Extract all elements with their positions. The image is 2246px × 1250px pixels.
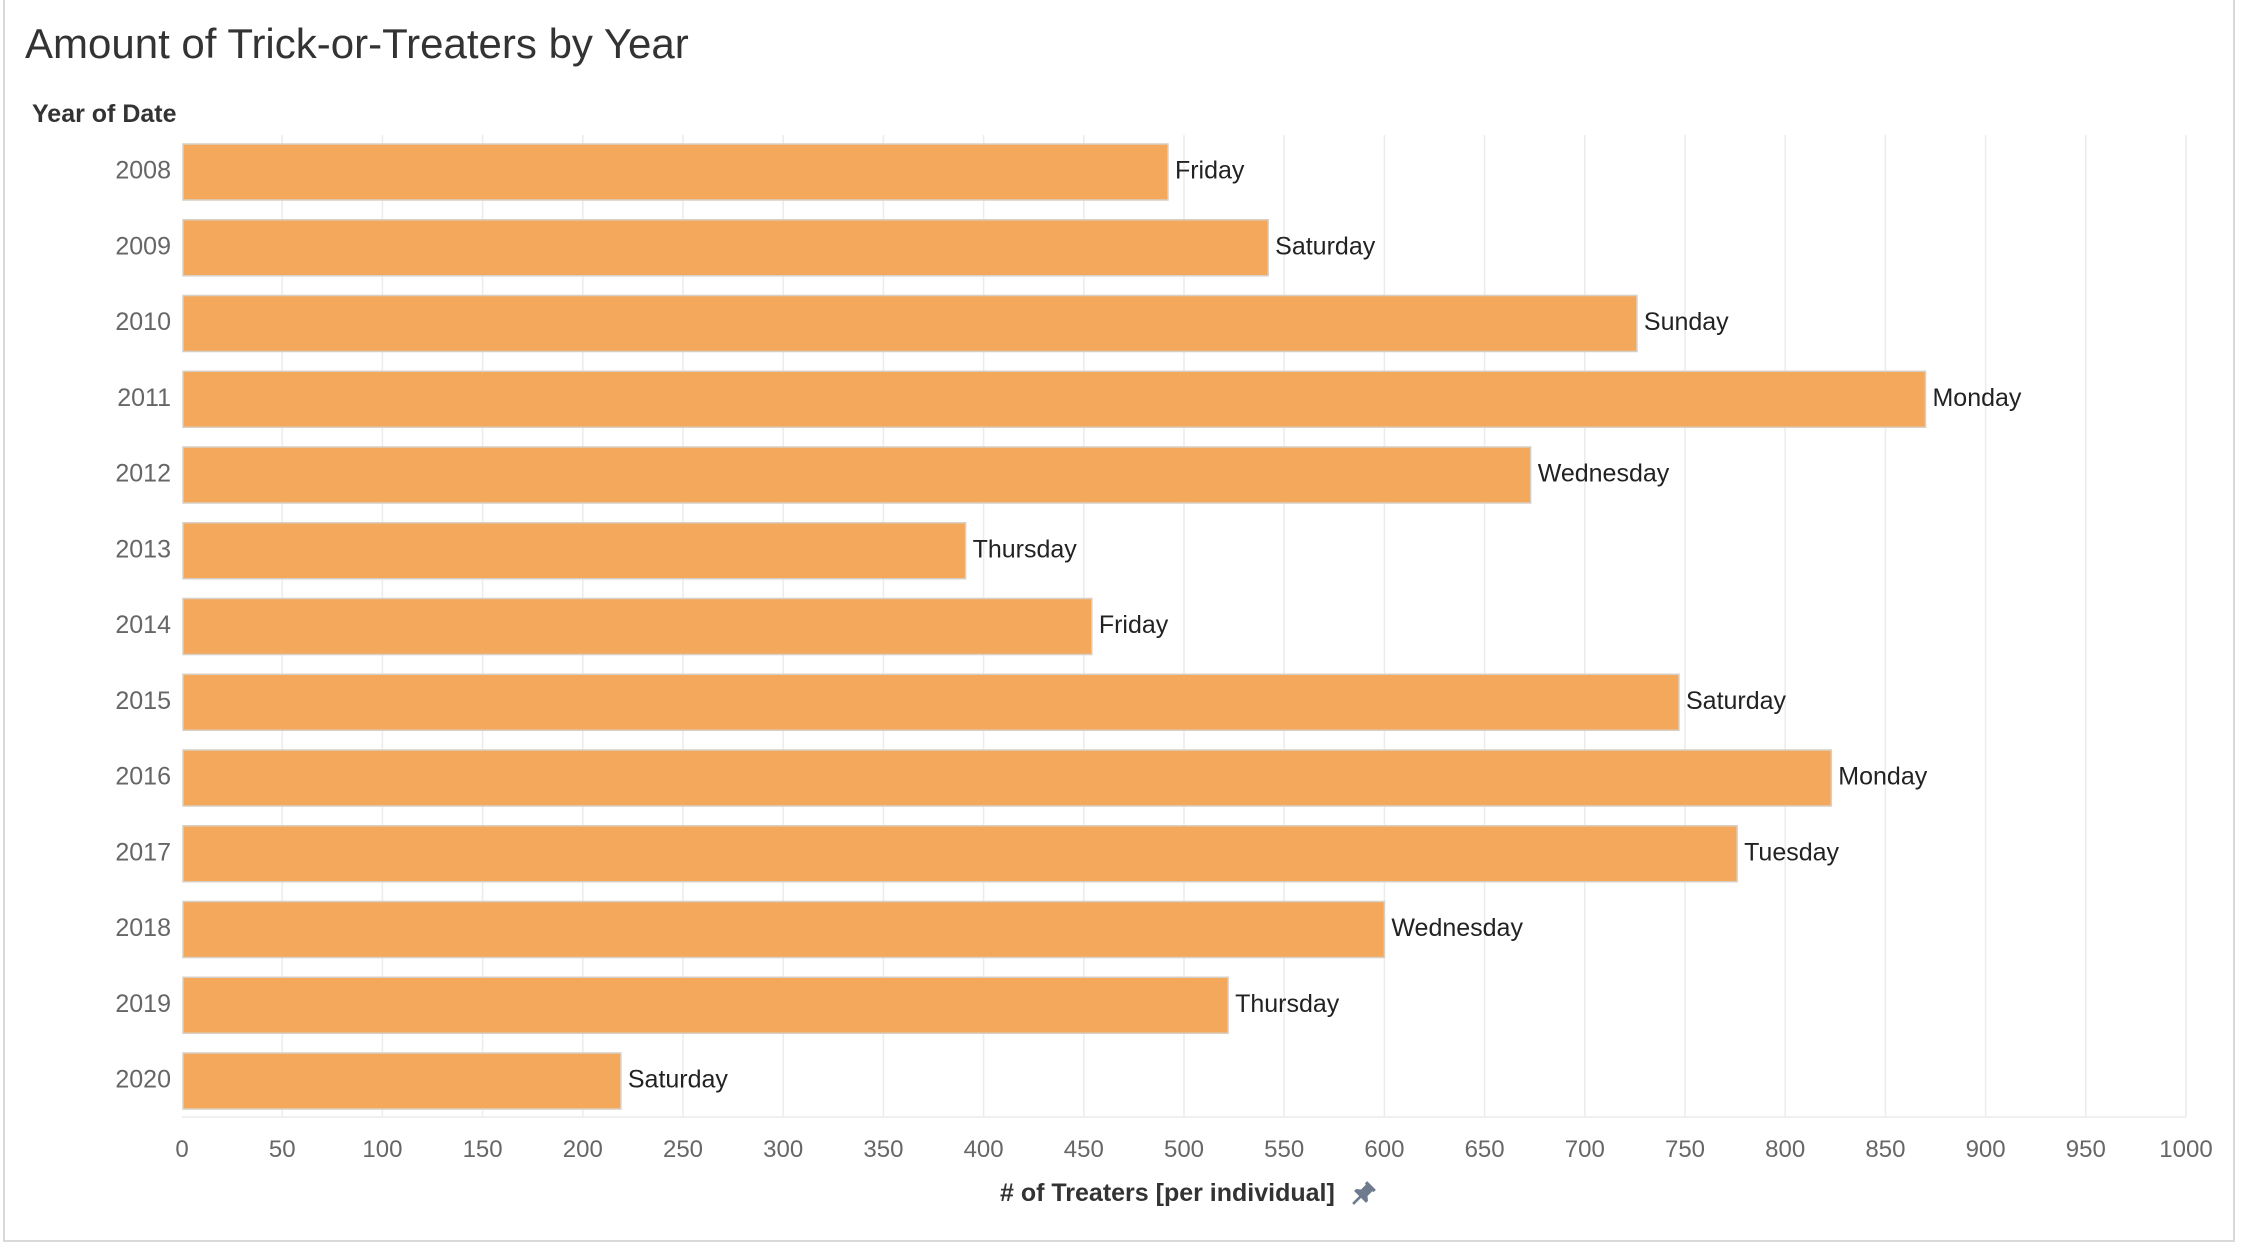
- bar-label-2017: Tuesday: [1744, 838, 1839, 866]
- bar-label-2014: Friday: [1099, 611, 1169, 639]
- bar-2009[interactable]: [182, 219, 1269, 277]
- bar-2014[interactable]: [182, 597, 1093, 656]
- bar-label-2015: Saturday: [1686, 687, 1787, 715]
- bar-label-2020: Saturday: [628, 1066, 729, 1094]
- x-tick-label: 750: [1665, 1136, 1705, 1163]
- bar-2019[interactable]: [182, 976, 1229, 1034]
- x-tick-label: 500: [1164, 1136, 1204, 1163]
- x-tick-label: 250: [663, 1136, 703, 1163]
- x-tick-label: 450: [1064, 1136, 1104, 1163]
- bar-label-2013: Thursday: [973, 535, 1078, 563]
- y-tick-label-2011: 2011: [117, 384, 171, 412]
- y-tick-label-2018: 2018: [115, 914, 171, 942]
- y-tick-label-2010: 2010: [115, 308, 171, 336]
- bar-2020[interactable]: [182, 1052, 622, 1110]
- bar-label-2011: Monday: [1932, 384, 2021, 412]
- bar-2013[interactable]: [182, 522, 967, 580]
- bar-2012[interactable]: [182, 446, 1532, 504]
- y-tick-label-2017: 2017: [115, 838, 171, 866]
- x-tick-label: 400: [964, 1136, 1004, 1163]
- chart-title: Amount of Trick-or-Treaters by Year: [25, 20, 689, 67]
- bar-2008[interactable]: [182, 143, 1169, 201]
- x-tick-label: 150: [463, 1136, 503, 1163]
- x-tick-label: 950: [2066, 1136, 2106, 1163]
- bar-label-2012: Wednesday: [1538, 460, 1670, 488]
- y-tick-label-2019: 2019: [115, 990, 171, 1018]
- bar-label-2010: Sunday: [1644, 308, 1729, 336]
- x-tick-label: 600: [1364, 1136, 1404, 1163]
- pin-icon[interactable]: [1349, 1178, 1379, 1208]
- y-tick-label-2012: 2012: [115, 460, 171, 488]
- bar-2015[interactable]: [182, 673, 1680, 731]
- bar-label-2019: Thursday: [1235, 990, 1340, 1018]
- x-tick-label: 550: [1264, 1136, 1304, 1163]
- x-tick-label: 650: [1465, 1136, 1505, 1163]
- bar-2011[interactable]: [182, 370, 1927, 428]
- bar-label-2008: Friday: [1175, 157, 1245, 185]
- bar-2017[interactable]: [182, 825, 1738, 883]
- bar-label-2009: Saturday: [1275, 232, 1376, 260]
- bar-2016[interactable]: [182, 749, 1833, 807]
- x-tick-label: 0: [175, 1136, 188, 1163]
- x-tick-label: 800: [1765, 1136, 1805, 1163]
- x-tick-label: 850: [1865, 1136, 1905, 1163]
- y-tick-label-2009: 2009: [115, 232, 171, 260]
- y-axis-ticks: 2008 2009 2010 2011 2012 2013 2014 2015 2016 2017…: [115, 157, 171, 1094]
- x-tick-label: 350: [863, 1136, 903, 1163]
- x-tick-label: 900: [1966, 1136, 2006, 1163]
- x-axis-title: # of Treaters [per individual]: [1000, 1178, 1379, 1208]
- y-tick-label-2016: 2016: [115, 763, 171, 791]
- bar-2010[interactable]: [182, 294, 1638, 353]
- y-tick-label-2013: 2013: [115, 535, 171, 563]
- x-tick-label: 200: [563, 1136, 603, 1163]
- x-tick-label: 1000: [2159, 1136, 2212, 1163]
- x-tick-label: 50: [269, 1136, 296, 1163]
- x-axis-ticks: 0 50 100 150 200 250 300 350 400 450 500 550 600 650 7…: [175, 1136, 2212, 1163]
- x-tick-label: 700: [1565, 1136, 1605, 1163]
- bar-label-2016: Monday: [1838, 763, 1927, 791]
- bar-2018[interactable]: [182, 900, 1386, 959]
- x-tick-label: 300: [763, 1136, 803, 1163]
- y-tick-label-2014: 2014: [115, 611, 171, 639]
- bar-labels: Friday Saturday Sunday Monday Wednesday Thurs…: [628, 157, 2022, 1094]
- y-tick-label-2020: 2020: [115, 1066, 171, 1094]
- x-tick-label: 100: [362, 1136, 402, 1163]
- bars: [182, 143, 1927, 1110]
- x-axis-title-text: # of Treaters [per individual]: [1000, 1178, 1335, 1207]
- y-tick-label-2015: 2015: [115, 687, 171, 715]
- bar-label-2018: Wednesday: [1391, 914, 1523, 942]
- y-tick-label-2008: 2008: [115, 157, 171, 185]
- y-axis-header: Year of Date: [32, 100, 177, 128]
